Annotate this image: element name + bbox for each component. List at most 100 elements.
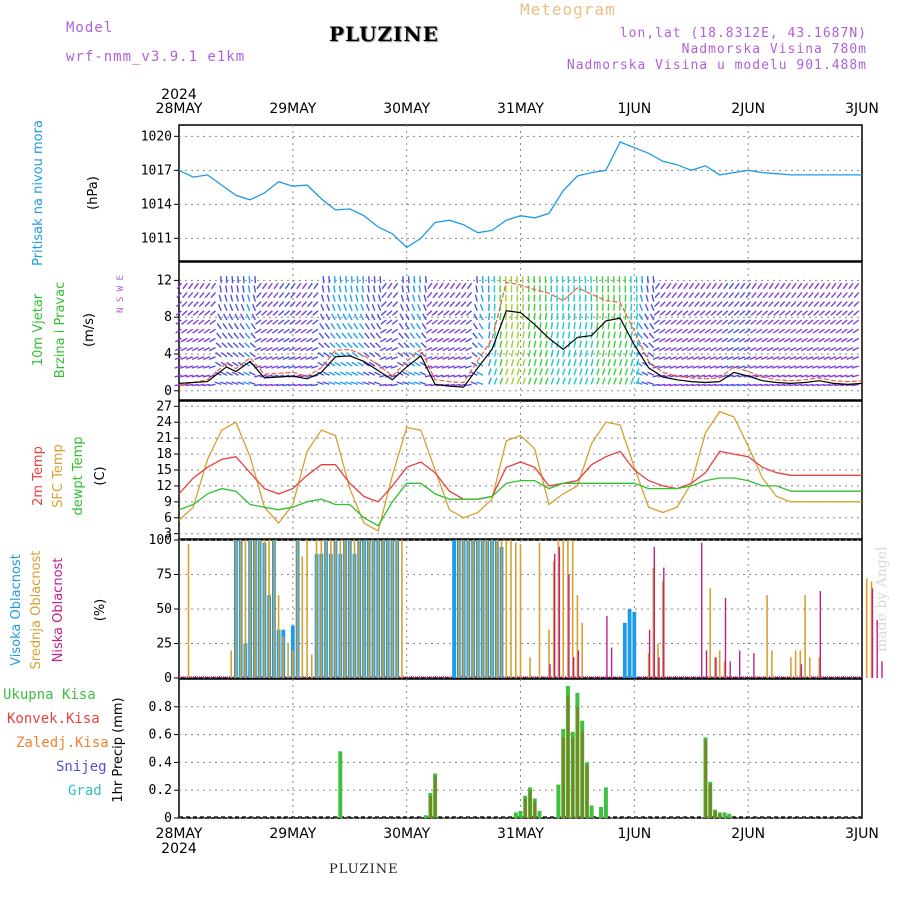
- wind-arrow: [658, 337, 666, 343]
- wind-arrow: [795, 328, 803, 334]
- wind-arrow: [343, 294, 348, 302]
- wind-arrow: [379, 365, 387, 369]
- wind-arrow: [220, 381, 228, 386]
- wind-arrow: [328, 371, 336, 376]
- wind-arrow: [579, 303, 581, 311]
- wind-arrow: [683, 282, 689, 290]
- wind-arrow: [596, 340, 599, 348]
- wind-arrow: [246, 304, 251, 312]
- wind-arrow: [360, 304, 365, 312]
- wind-arrow: [649, 313, 655, 321]
- wind-arrow: [836, 282, 843, 290]
- wind-arrow: [293, 365, 302, 369]
- wind-arrow: [641, 276, 644, 284]
- wind-title: 10m Vjetar: [31, 293, 46, 366]
- wind-arrow: [516, 377, 521, 385]
- temp-2m-title: 2m Temp: [31, 446, 46, 506]
- wind-arrow: [181, 301, 188, 308]
- wind-arrow: [824, 301, 831, 308]
- wind-arrow: [818, 319, 825, 325]
- wind-arrow: [727, 319, 734, 325]
- wind-arrow: [544, 349, 548, 357]
- wind-arrow: [385, 365, 393, 369]
- wind-arrow: [210, 301, 217, 308]
- wind-arrow: [774, 282, 780, 290]
- wind-arrow: [636, 312, 639, 321]
- wind-arrow: [299, 383, 307, 387]
- wind-arrow: [687, 319, 695, 325]
- wind-arrow: [556, 322, 559, 330]
- wind-arrow: [852, 319, 860, 325]
- wind-arrow: [756, 291, 763, 299]
- wind-arrow: [255, 319, 262, 325]
- wind-arrow: [539, 368, 543, 376]
- wind-arrow: [422, 313, 427, 321]
- wind-arrow: [607, 331, 611, 339]
- wind-arrow: [740, 282, 746, 290]
- wind-arrow: [522, 377, 526, 385]
- wind-arrow: [242, 276, 245, 284]
- wind-arrow: [846, 328, 854, 334]
- wind-arrow: [203, 356, 211, 361]
- wind-arrow: [262, 282, 268, 290]
- wind-arrow: [762, 282, 769, 290]
- wind-arrow: [727, 328, 734, 334]
- wind-arrow: [853, 301, 860, 308]
- precip-legend-item: Zaledj.Kisa: [16, 735, 109, 751]
- wind-arrow: [807, 319, 814, 325]
- wind-arrow: [493, 331, 497, 339]
- wind-arrow: [693, 301, 700, 308]
- wind-arrow: [340, 361, 347, 367]
- wind-arrow: [465, 346, 472, 352]
- wind-arrow: [698, 356, 706, 361]
- wind-arrow: [647, 371, 655, 376]
- wind-arrow: [743, 365, 751, 369]
- wind-arrow: [345, 381, 353, 386]
- wind-arrow: [573, 377, 578, 385]
- wind-arrow: [324, 323, 330, 330]
- wind-arrow: [573, 312, 576, 321]
- wind-arrow: [192, 337, 199, 343]
- wind-arrow: [191, 356, 199, 361]
- wind-arrow: [400, 294, 404, 302]
- wind-arrow: [653, 310, 660, 316]
- wind-arrow: [455, 282, 461, 290]
- wind-arrow: [584, 303, 587, 311]
- wind-arrow: [795, 319, 803, 325]
- wind-arrow: [235, 294, 239, 302]
- wind-arrow: [835, 319, 843, 325]
- wind-arrow: [567, 312, 570, 321]
- wind-arrow: [350, 276, 353, 284]
- wind-arrow: [785, 282, 791, 290]
- wind-arrow: [410, 313, 416, 321]
- wind-arrow: [453, 374, 461, 378]
- wind-arrow: [681, 319, 689, 325]
- wind-arrow: [253, 285, 257, 293]
- wind-arrow: [208, 356, 216, 361]
- wind-arrow: [584, 340, 588, 348]
- wind-arrow: [527, 303, 530, 311]
- wind-arrow: [635, 381, 643, 386]
- wind-arrow: [392, 291, 399, 299]
- model-label: Model: [66, 20, 114, 36]
- wind-arrow: [350, 381, 359, 386]
- wind-arrow: [324, 332, 330, 339]
- wind-arrow: [750, 319, 757, 325]
- dewpoint-line: [178, 477, 862, 527]
- wind-arrow: [664, 337, 672, 343]
- wind-arrow: [829, 365, 837, 369]
- wind-arrow: [368, 276, 370, 284]
- wind-arrow: [386, 310, 393, 316]
- wind-arrow: [305, 337, 313, 343]
- wind-arrow: [316, 381, 324, 386]
- wind-arrow: [311, 356, 319, 361]
- wind-arrow: [791, 291, 797, 299]
- wind-arrow: [709, 356, 717, 361]
- wind-arrow: [214, 381, 222, 386]
- wind-arrow: [773, 319, 780, 325]
- wind-arrow: [802, 301, 808, 308]
- wind-arrow: [813, 291, 820, 299]
- wind-arrow: [733, 319, 740, 325]
- wind-arrow: [703, 365, 711, 369]
- high-cloud-bar: [622, 622, 627, 678]
